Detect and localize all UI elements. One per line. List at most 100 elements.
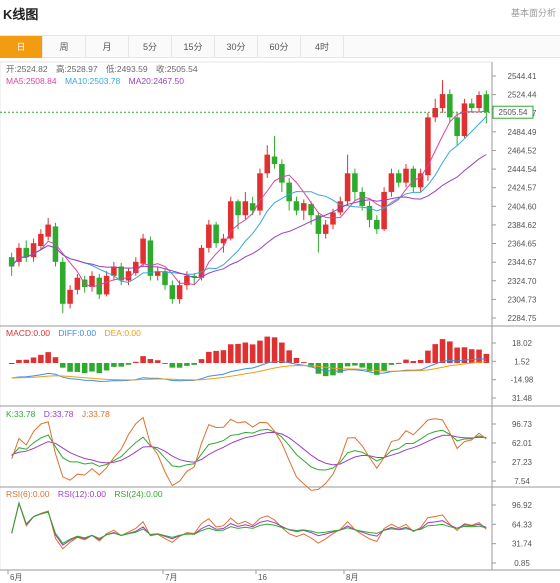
macd-bar [8, 363, 15, 364]
candle[interactable] [454, 112, 460, 146]
candle[interactable] [154, 266, 161, 281]
kdj-tick-label: 7.54 [514, 477, 530, 486]
macd-bar [220, 350, 227, 363]
candle[interactable] [461, 98, 468, 138]
candle[interactable] [242, 191, 249, 220]
candle[interactable] [468, 98, 475, 113]
candle[interactable] [176, 280, 183, 304]
candle[interactable] [191, 273, 198, 286]
tab-month[interactable]: 月 [86, 36, 129, 58]
candle[interactable] [366, 201, 373, 228]
candle[interactable] [264, 145, 271, 178]
candle[interactable] [447, 89, 453, 123]
candle[interactable] [395, 169, 402, 188]
candle[interactable] [198, 245, 205, 281]
macd-bar [271, 337, 278, 363]
candle[interactable] [279, 159, 285, 192]
candle[interactable] [30, 238, 37, 262]
candle[interactable] [220, 233, 227, 253]
candle[interactable] [74, 273, 81, 295]
candle[interactable] [213, 221, 219, 248]
candle[interactable] [476, 91, 482, 112]
candle[interactable] [206, 219, 212, 253]
tab-15min[interactable]: 15分 [172, 36, 215, 58]
candle[interactable] [344, 154, 351, 206]
fundamental-analysis-link[interactable]: 基本面分析 [510, 8, 556, 18]
panel-frame [0, 61, 493, 327]
candle[interactable] [403, 163, 409, 188]
candle[interactable] [352, 168, 358, 202]
candle[interactable] [381, 187, 387, 232]
candle[interactable] [23, 240, 30, 262]
tab-day[interactable]: 日 [0, 36, 43, 58]
tab-30min[interactable]: 30分 [215, 36, 258, 58]
candle[interactable] [322, 219, 329, 239]
macd-bar [249, 344, 256, 363]
candle[interactable] [257, 168, 263, 216]
ma20-line [11, 154, 487, 279]
candle[interactable] [59, 257, 66, 314]
candle[interactable] [96, 273, 103, 300]
macd-bar [169, 363, 176, 368]
macd-bar [468, 349, 475, 363]
candle[interactable] [271, 136, 278, 169]
tab-5min[interactable]: 5分 [129, 36, 172, 58]
tab-week[interactable]: 周 [43, 36, 86, 58]
candle[interactable] [388, 168, 395, 197]
candle[interactable] [8, 252, 15, 276]
candle[interactable] [140, 233, 146, 267]
candle[interactable] [439, 80, 446, 113]
macd-bar [213, 350, 219, 363]
macd-bar [257, 340, 263, 363]
candle[interactable] [249, 196, 256, 216]
candle[interactable] [410, 165, 417, 192]
candle[interactable] [293, 196, 300, 216]
candle[interactable] [417, 168, 424, 192]
price-tick-label: 2464.52 [508, 146, 537, 155]
ohlc-info: 开:2524.82 高:2528.97 低:2493.59 收:2505.54 [6, 64, 198, 74]
candle[interactable] [425, 112, 431, 181]
macd-bar [125, 363, 132, 365]
macd-info: MACD:0.00 DIFF:0.00 DEA:0.00 [6, 328, 141, 338]
price-tick-label: 2444.54 [508, 165, 537, 174]
candle[interactable] [300, 199, 307, 220]
candle[interactable] [45, 218, 51, 241]
candle[interactable] [38, 229, 44, 250]
candle[interactable] [308, 201, 314, 225]
period-tabs: 日 周 月 5分 15分 30分 60分 4时 [0, 35, 560, 58]
tab-60min[interactable]: 60分 [258, 36, 301, 58]
candle[interactable] [147, 236, 154, 281]
candle[interactable] [315, 212, 322, 253]
candle[interactable] [103, 271, 110, 297]
macd-bar [198, 359, 205, 363]
candle[interactable] [432, 98, 439, 123]
macd-bar [74, 363, 81, 372]
candle[interactable] [169, 280, 176, 304]
macd-tick-label: -14.98 [511, 376, 534, 385]
price-tick-label: 2324.70 [508, 277, 537, 286]
candle[interactable] [483, 90, 490, 124]
kdj-j-line [11, 416, 487, 491]
macd-bar [374, 363, 380, 375]
macd-bar [242, 342, 249, 363]
macd-bar [59, 363, 66, 368]
price-tick-label: 2344.67 [508, 258, 537, 267]
tab-4h[interactable]: 4时 [301, 36, 344, 58]
macd-bar [286, 350, 292, 363]
macd-bar [439, 339, 446, 363]
macd-bar [417, 360, 424, 363]
candle[interactable] [227, 196, 234, 241]
candle[interactable] [67, 285, 73, 309]
macd-bar [344, 363, 351, 367]
rsi24-line [11, 501, 487, 544]
macd-bar [315, 363, 322, 374]
rsi-info: RSI(6):0.00 RSI(12):0.00 RSI(24):0.00 [6, 489, 163, 499]
candle[interactable] [16, 243, 22, 267]
candle[interactable] [374, 215, 380, 234]
candle[interactable] [89, 271, 95, 292]
candle[interactable] [337, 196, 344, 216]
candle[interactable] [111, 261, 117, 281]
panel-frame [0, 325, 493, 407]
